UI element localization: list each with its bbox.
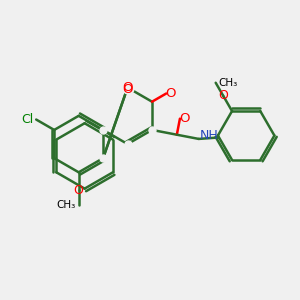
- Text: Cl: Cl: [21, 113, 33, 126]
- Text: O: O: [165, 87, 176, 100]
- Text: O: O: [179, 112, 190, 125]
- Text: O: O: [122, 81, 133, 94]
- Text: O: O: [122, 82, 133, 96]
- Text: O: O: [218, 89, 228, 102]
- Text: NH: NH: [200, 130, 219, 142]
- Text: O: O: [74, 184, 84, 196]
- Text: CH₃: CH₃: [56, 200, 76, 210]
- Text: CH₃: CH₃: [219, 78, 238, 88]
